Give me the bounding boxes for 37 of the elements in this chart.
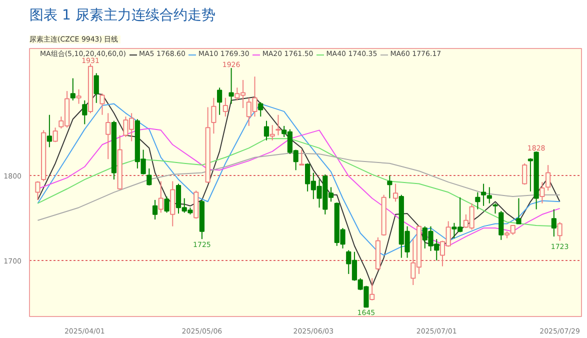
candlestick: [222, 97, 228, 118]
candlestick: [70, 78, 76, 101]
candlestick: [480, 183, 486, 206]
candlestick: [551, 208, 556, 238]
candlestick: [94, 72, 99, 104]
chart-title: 图表 1 尿素主力连续合约走势: [30, 8, 216, 24]
candlestick: [557, 222, 562, 242]
candlestick: [100, 93, 105, 116]
candlestick: [146, 168, 152, 186]
candlestick: [498, 210, 504, 240]
candlestick: [387, 174, 392, 199]
candlestick: [270, 124, 275, 141]
candlestick: [475, 192, 480, 210]
candlestick: [264, 120, 270, 141]
candlestick: [35, 180, 40, 200]
candlestick: [392, 183, 398, 202]
candlestick: [546, 164, 551, 192]
candlestick: [211, 97, 216, 134]
candlestick: [52, 127, 58, 143]
candlestick: [522, 162, 528, 186]
candlestick: [152, 199, 158, 220]
candlestick: [492, 202, 498, 214]
candlestick: [82, 100, 88, 125]
candlestick: [106, 112, 111, 160]
candlestick: [370, 278, 375, 301]
candlestick: [276, 114, 281, 136]
candlestick: [258, 102, 264, 118]
candlestick: [299, 149, 304, 166]
candlestick: [46, 114, 52, 148]
candlestick: [164, 196, 170, 214]
candlestick: [540, 182, 545, 204]
candlestick: [486, 186, 492, 204]
candlestick: [217, 87, 222, 116]
candlestick: [516, 198, 522, 224]
candlestick: [76, 88, 82, 104]
candlestick: [158, 180, 164, 214]
candlestick: [228, 68, 234, 104]
